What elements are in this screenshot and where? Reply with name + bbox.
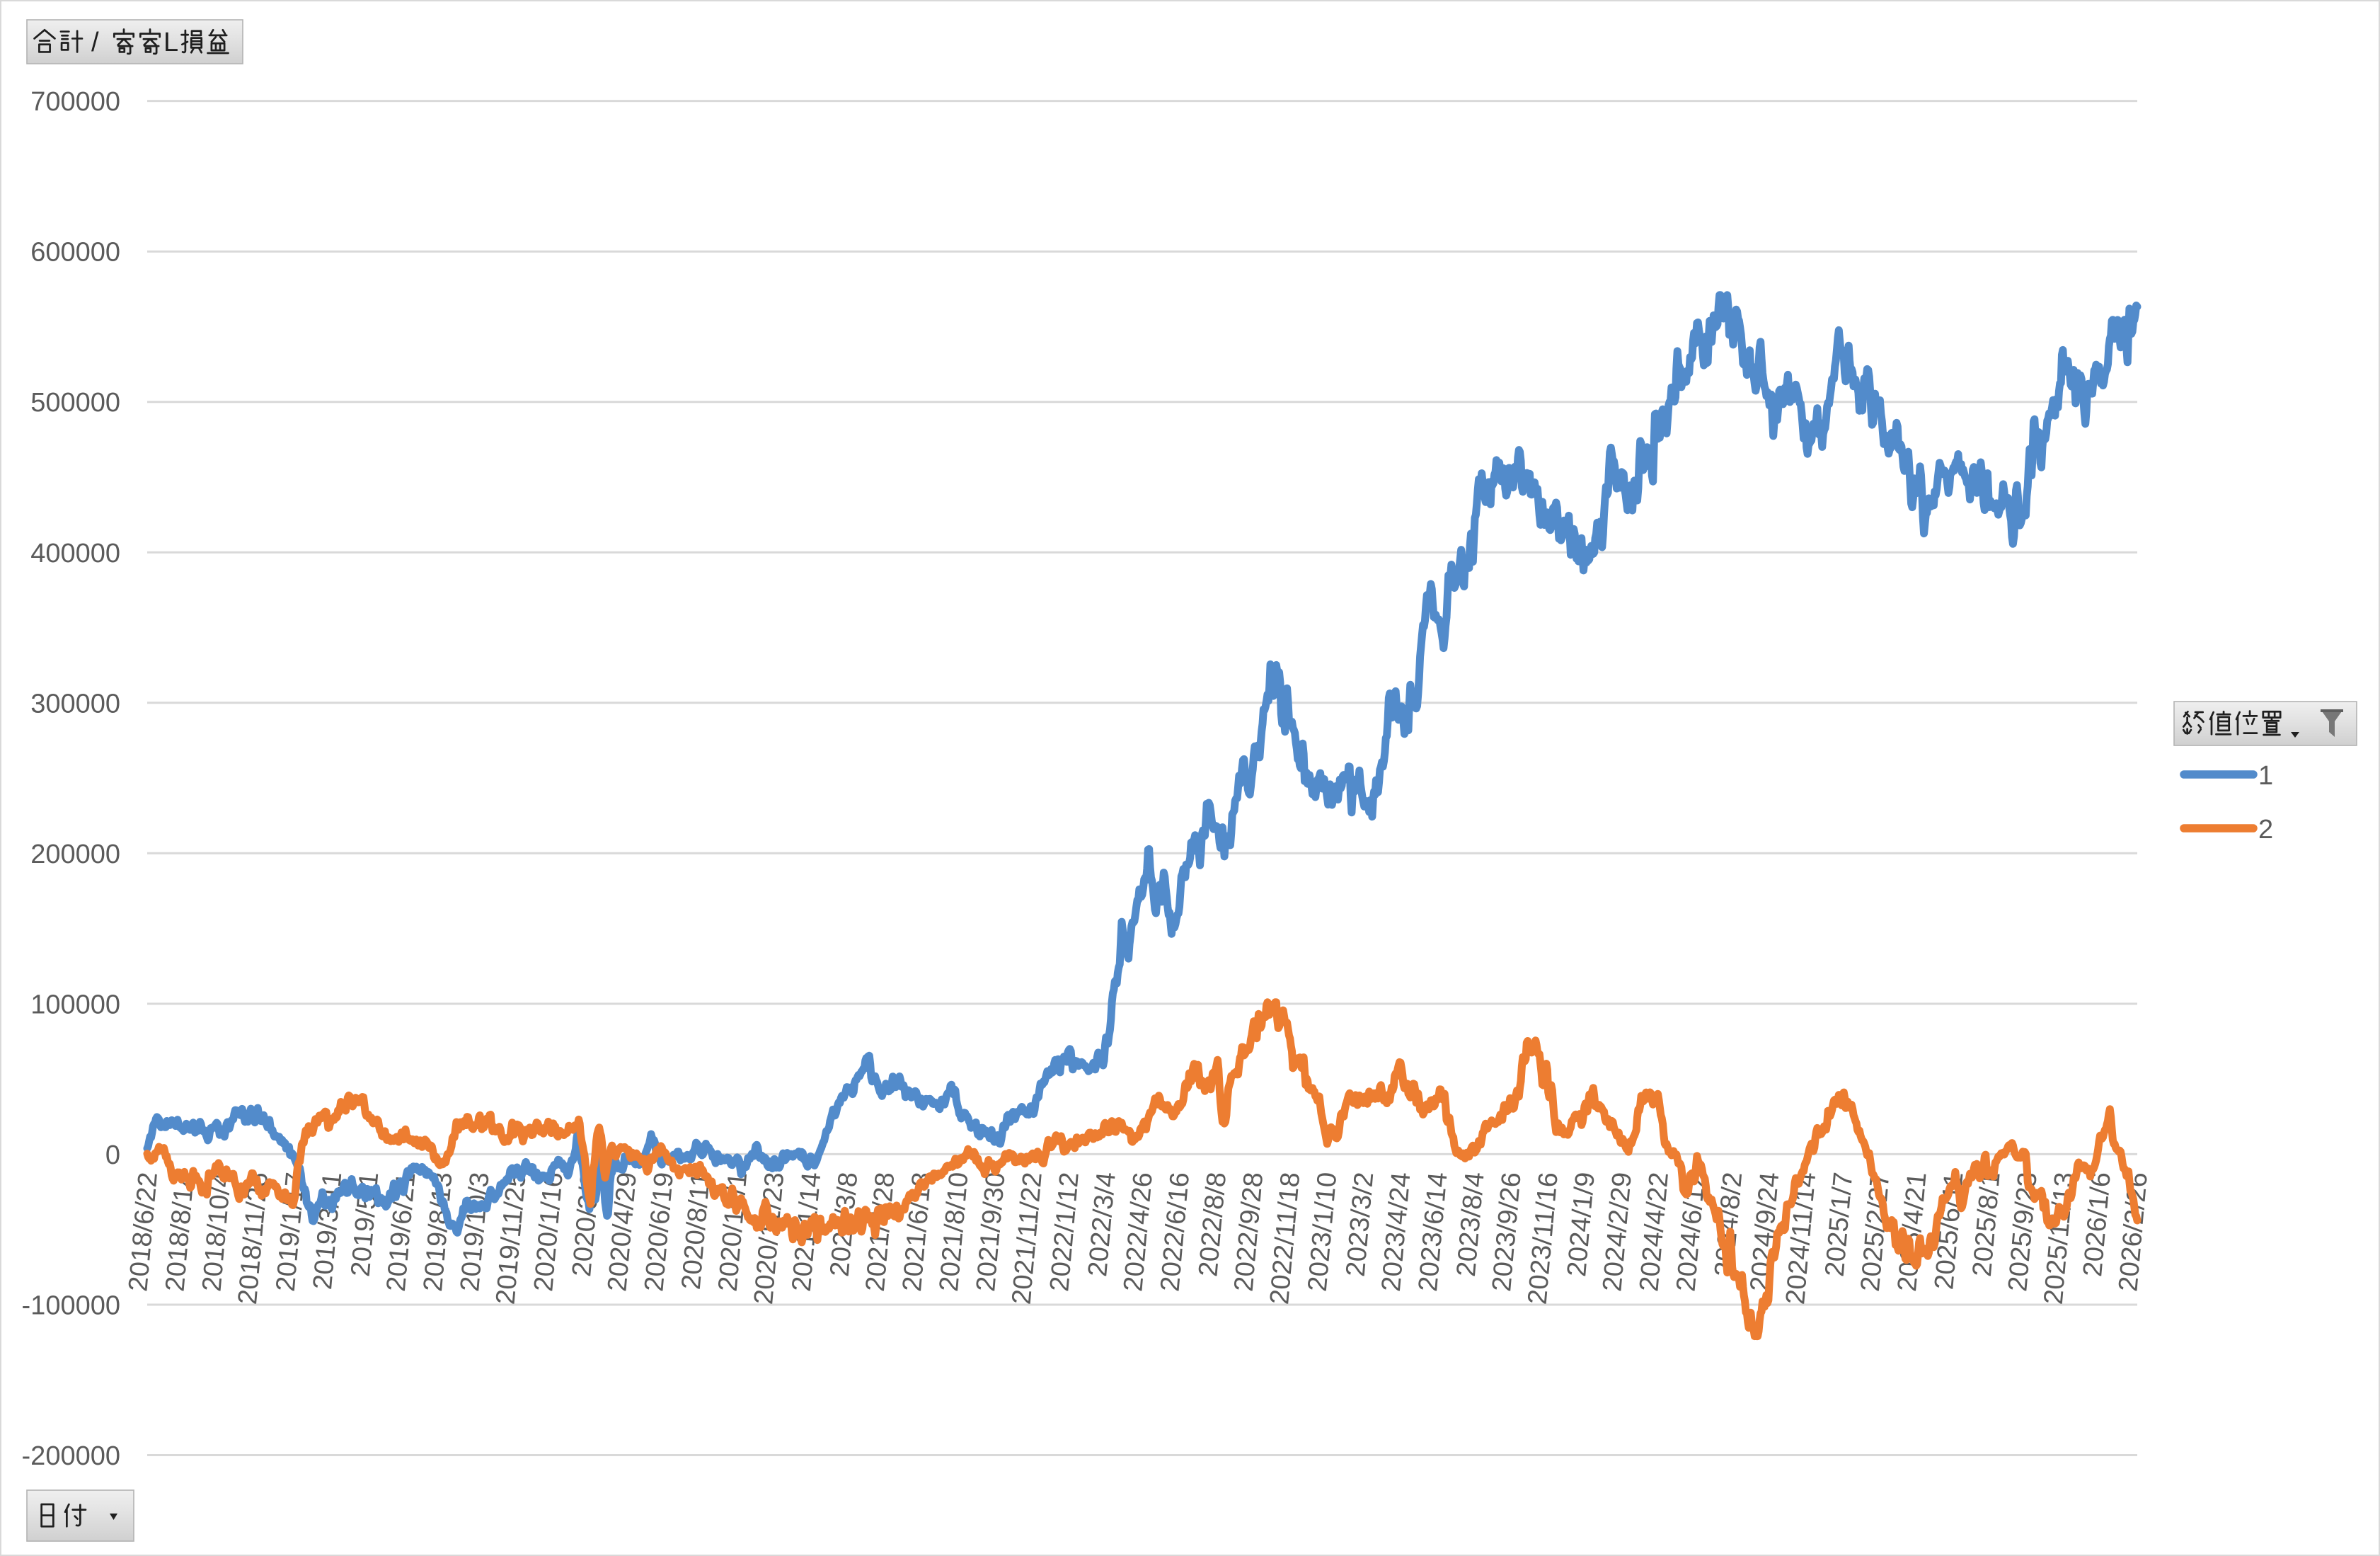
svg-text:500000: 500000 <box>30 388 120 418</box>
svg-text:2: 2 <box>2258 815 2273 845</box>
svg-text:0: 0 <box>105 1140 120 1170</box>
svg-text:/: / <box>91 28 99 57</box>
svg-text:300000: 300000 <box>30 689 120 719</box>
svg-text:L: L <box>163 28 178 57</box>
svg-text:600000: 600000 <box>30 238 120 268</box>
svg-text:-200000: -200000 <box>22 1441 120 1471</box>
svg-text:400000: 400000 <box>30 539 120 568</box>
svg-text:100000: 100000 <box>30 990 120 1019</box>
svg-text:200000: 200000 <box>30 840 120 869</box>
svg-text:700000: 700000 <box>30 87 120 117</box>
svg-text:1: 1 <box>2258 761 2273 791</box>
svg-text:-100000: -100000 <box>22 1291 120 1321</box>
